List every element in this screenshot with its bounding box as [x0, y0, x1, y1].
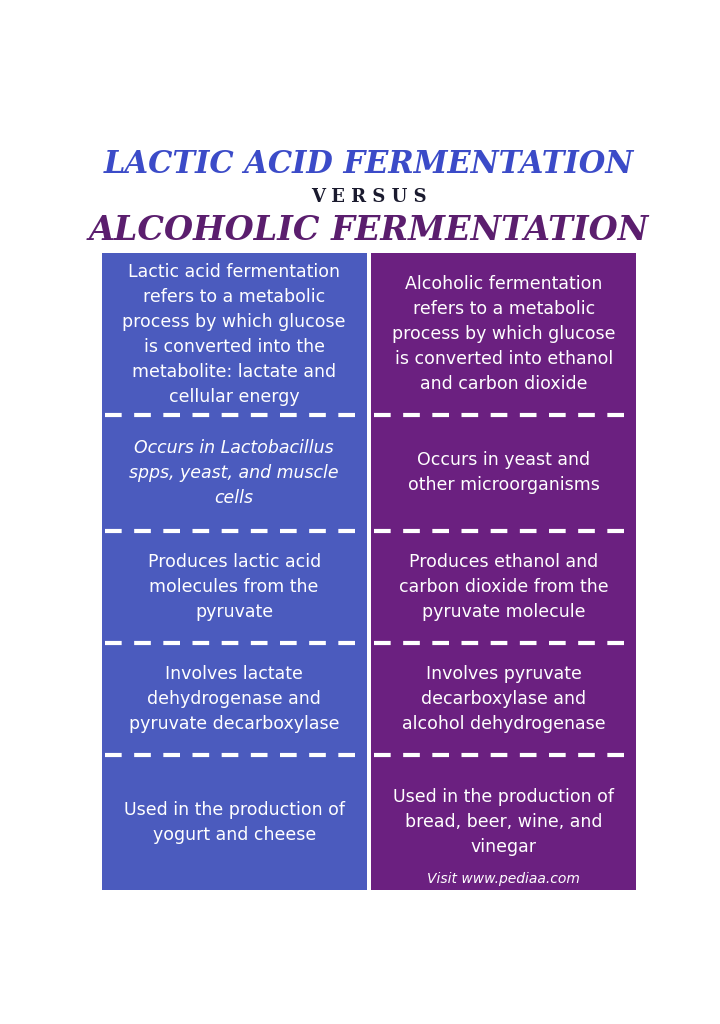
Text: Involves lactate
dehydrogenase and
pyruvate decarboxylase: Involves lactate dehydrogenase and pyruv…	[129, 665, 339, 733]
FancyBboxPatch shape	[372, 253, 636, 890]
Text: Produces lactic acid
molecules from the
pyruvate: Produces lactic acid molecules from the …	[148, 553, 321, 621]
Text: Used in the production of
yogurt and cheese: Used in the production of yogurt and che…	[124, 801, 345, 844]
Text: Visit www.pediaa.com: Visit www.pediaa.com	[428, 872, 580, 886]
Text: Involves pyruvate
decarboxylase and
alcohol dehydrogenase: Involves pyruvate decarboxylase and alco…	[402, 665, 606, 733]
Text: Produces ethanol and
carbon dioxide from the
pyruvate molecule: Produces ethanol and carbon dioxide from…	[399, 553, 608, 621]
Text: V E R S U S: V E R S U S	[311, 187, 427, 206]
Text: LACTIC ACID FERMENTATION: LACTIC ACID FERMENTATION	[104, 148, 634, 180]
Text: Occurs in Lactobacillus
spps, yeast, and muscle
cells: Occurs in Lactobacillus spps, yeast, and…	[130, 439, 339, 507]
Text: ALCOHOLIC FERMENTATION: ALCOHOLIC FERMENTATION	[89, 214, 649, 247]
Text: Used in the production of
bread, beer, wine, and
vinegar: Used in the production of bread, beer, w…	[393, 788, 614, 856]
Text: Occurs in yeast and
other microorganisms: Occurs in yeast and other microorganisms	[408, 452, 600, 495]
Text: Alcoholic fermentation
refers to a metabolic
process by which glucose
is convert: Alcoholic fermentation refers to a metab…	[392, 275, 616, 393]
FancyBboxPatch shape	[102, 253, 366, 890]
Text: Lactic acid fermentation
refers to a metabolic
process by which glucose
is conve: Lactic acid fermentation refers to a met…	[122, 262, 346, 406]
